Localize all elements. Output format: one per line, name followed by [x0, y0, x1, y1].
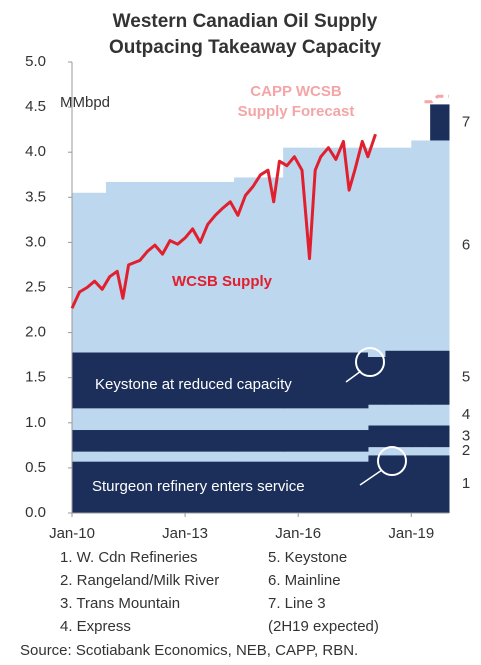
capacity-segment [283, 147, 369, 353]
capacity-segment [234, 352, 284, 409]
capacity-segment [411, 404, 431, 426]
y-tick-label: 3.5 [25, 188, 46, 205]
capacity-segment [234, 408, 284, 431]
layer-label: 5 [462, 369, 470, 386]
line-label: Supply Forecast [238, 103, 355, 120]
y-tick-label: 4.5 [25, 98, 46, 115]
legend-entry: 5. Keystone [268, 549, 347, 566]
capacity-segment [430, 104, 450, 141]
x-tick-label: Jan-10 [49, 525, 95, 542]
capacity-segment [105, 430, 235, 452]
capacity-segment [384, 147, 412, 351]
line-label: WCSB Supply [172, 273, 273, 290]
y-tick-label: 2.0 [25, 324, 46, 341]
layer-label: 1 [462, 475, 470, 492]
layer-label: 2 [462, 442, 470, 459]
capacity-segment [105, 451, 235, 462]
chart-title: Western Canadian Oil Supply [113, 11, 378, 32]
capacity-segment [283, 408, 369, 431]
annotation: Keystone at reduced capacity [95, 376, 292, 393]
capacity-segment [105, 181, 235, 353]
capacity-segment [283, 451, 369, 462]
line-label: CAPP WCSB [250, 83, 342, 100]
capacity-segment [283, 461, 369, 513]
capacity-segment [411, 425, 431, 448]
source: Source: Scotiabank Economics, NEB, CAPP,… [20, 642, 358, 659]
capacity-segment [430, 425, 450, 448]
layer-label: 6 [462, 237, 470, 254]
capacity-segment [234, 461, 284, 513]
capacity-segment [283, 352, 369, 409]
capacity-segment [72, 461, 107, 513]
legend-entry: 4. Express [60, 618, 131, 635]
callout-circle [377, 446, 407, 476]
annotation: Sturgeon refinery enters service [92, 478, 305, 495]
capacity-segment [105, 408, 235, 431]
capacity-segment [72, 451, 107, 462]
supply-line [70, 133, 377, 309]
capacity-segment [367, 356, 386, 405]
legend-entry: 2. Rangeland/Milk River [60, 572, 219, 589]
capacity-segment [430, 350, 450, 405]
capacity-segment [430, 447, 450, 456]
layer-label: 7 [462, 113, 470, 130]
callout-line [359, 469, 383, 486]
capacity-segment [72, 430, 107, 452]
capacity-segment [72, 352, 107, 409]
legend-entry: 1. W. Cdn Refineries [60, 549, 198, 566]
capacity-segment [411, 447, 431, 456]
y-tick-label: 2.5 [25, 278, 46, 295]
capacity-segment [384, 350, 412, 405]
legend-entry: 7. Line 3 [268, 595, 326, 612]
capacity-segment [234, 451, 284, 462]
y-tick-label: 1.0 [25, 414, 46, 431]
capacity-segment [430, 140, 450, 351]
capacity-segment [384, 447, 412, 456]
y-tick-label: 0.0 [25, 504, 46, 521]
capacity-segment [384, 404, 412, 426]
layer-label: 3 [462, 427, 470, 444]
capacity-segment [367, 404, 386, 426]
legend-entry: 6. Mainline [268, 572, 341, 589]
capacity-segment [384, 425, 412, 448]
layer-label: 4 [462, 406, 470, 423]
capacity-segment [384, 455, 412, 513]
capacity-segment [411, 140, 431, 351]
callout-line [345, 370, 362, 383]
callout-circle [355, 347, 385, 377]
y-tick-label: 4.0 [25, 143, 46, 160]
y-tick-label: 5.0 [25, 53, 46, 70]
legend-note: (2H19 expected) [268, 618, 379, 635]
forecast-line [424, 94, 449, 104]
x-tick-label: Jan-16 [275, 525, 321, 542]
capacity-segment [72, 192, 107, 353]
capacity-segment [105, 461, 235, 513]
capacity-segment [105, 352, 235, 409]
y-tick-label: 3.0 [25, 233, 46, 250]
capacity-segment [367, 147, 386, 357]
capacity-segment [367, 455, 386, 513]
unit-label: MMbpd [60, 94, 110, 111]
capacity-segment [411, 455, 431, 513]
y-tick-label: 1.5 [25, 369, 46, 386]
capacity-segment [367, 447, 386, 456]
capacity-segment [430, 455, 450, 513]
y-tick-label: 0.5 [25, 459, 46, 476]
chart-title: Outpacing Takeaway Capacity [109, 37, 382, 58]
capacity-segment [72, 408, 107, 431]
capacity-segment [283, 430, 369, 452]
capacity-segment [411, 350, 431, 405]
x-tick-label: Jan-13 [162, 525, 208, 542]
capacity-segment [234, 430, 284, 452]
capacity-segment [430, 404, 450, 426]
capacity-areas [72, 104, 450, 513]
x-tick-label: Jan-19 [388, 525, 434, 542]
legend-entry: 3. Trans Mountain [60, 595, 180, 612]
capacity-segment [367, 425, 386, 448]
